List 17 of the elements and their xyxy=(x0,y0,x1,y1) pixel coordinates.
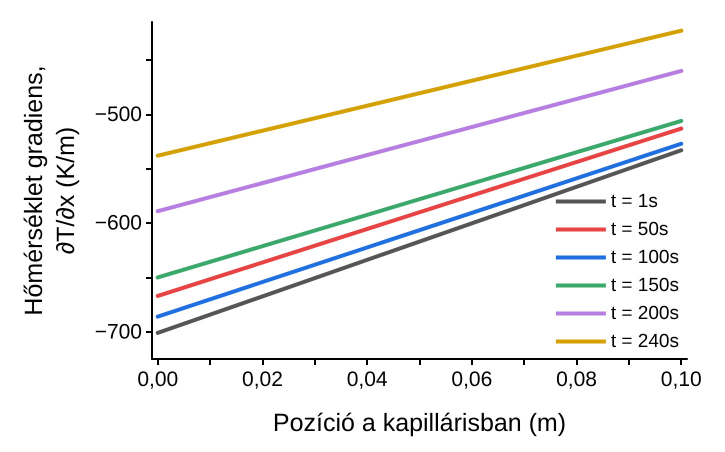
x-tick-label: 0,10 xyxy=(660,368,702,391)
y-tick-label: −700 xyxy=(94,320,142,344)
x-tick-label: 0,08 xyxy=(556,368,597,391)
legend-label: t = 200s xyxy=(610,303,680,324)
legend-label: t = 100s xyxy=(610,247,680,268)
legend-label: t = 50s xyxy=(610,219,668,240)
y-tick-label: −600 xyxy=(94,212,142,235)
x-tick-label: 0,04 xyxy=(346,368,388,391)
x-axis-title: Pozíció a kapillárisban (m) xyxy=(272,409,566,437)
x-tick-label: 0,02 xyxy=(242,368,283,391)
legend-label: t = 1s xyxy=(610,191,658,212)
legend-label: t = 150s xyxy=(610,275,680,296)
x-tick-label: 0,06 xyxy=(451,368,492,391)
legend-label: t = 240s xyxy=(610,331,680,352)
y-axis-title: Hőmérséklet gradiens, ∂T/∂x (K/m) xyxy=(20,65,80,316)
x-tick-label: 0,00 xyxy=(137,368,178,391)
y-tick-label: −500 xyxy=(94,102,142,126)
